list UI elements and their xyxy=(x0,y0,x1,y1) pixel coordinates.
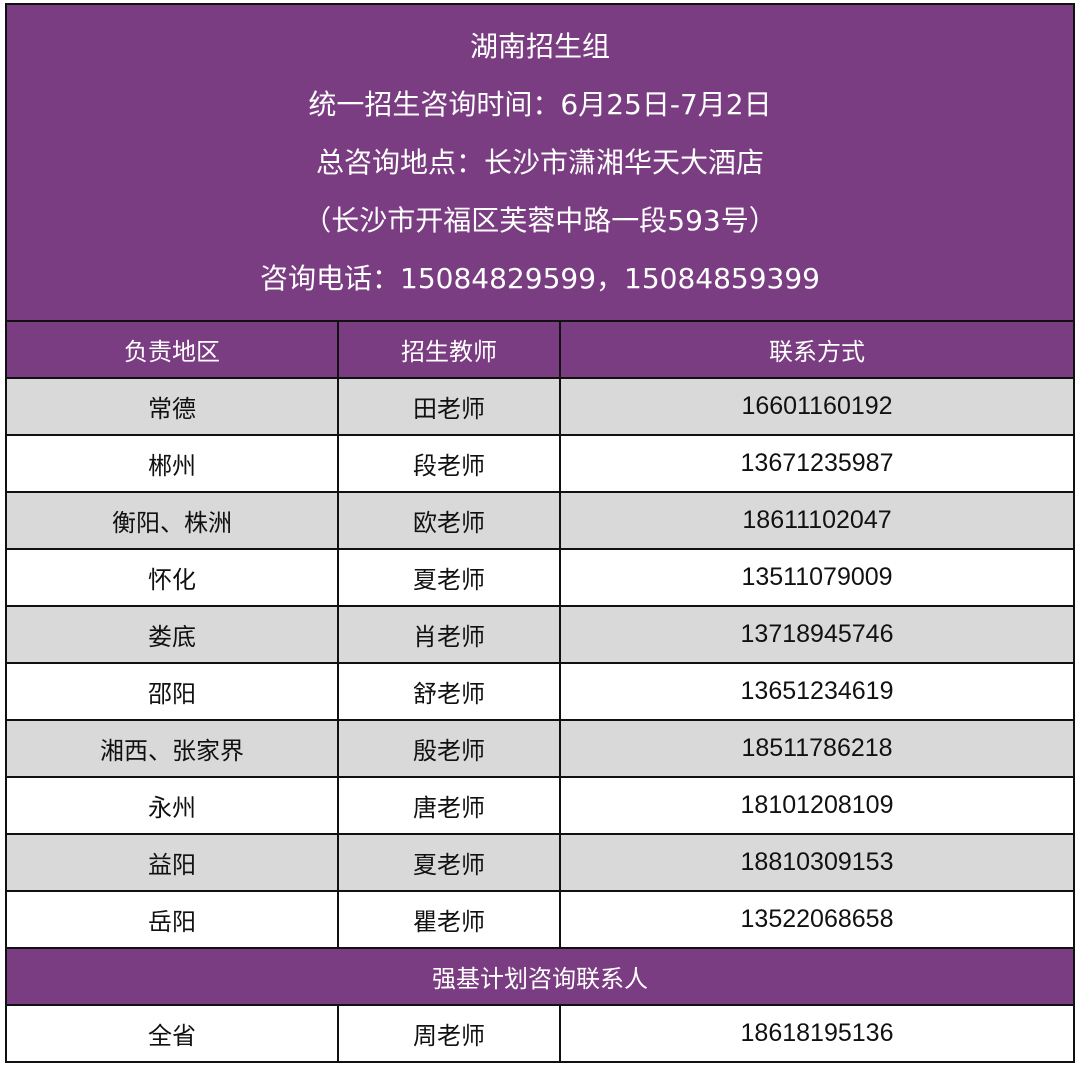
teacher-cell: 舒老师 xyxy=(337,662,561,721)
column-header-region: 负责地区 xyxy=(5,320,339,379)
region-cell: 郴州 xyxy=(5,434,339,493)
phone-cell: 18618195136 xyxy=(558,1004,1076,1063)
teacher-cell: 周老师 xyxy=(337,1004,561,1063)
header-block: 湖南招生组 统一招生咨询时间：6月25日-7月2日 总咨询地点：长沙市潇湘华天大… xyxy=(4,3,1076,322)
table-row: 岳阳 瞿老师 13522068658 xyxy=(5,890,1076,949)
teacher-cell: 夏老师 xyxy=(337,833,561,892)
teacher-cell: 田老师 xyxy=(337,377,561,436)
phone-cell: 13522068658 xyxy=(558,890,1076,949)
teacher-cell: 唐老师 xyxy=(337,776,561,835)
region-cell: 湘西、张家界 xyxy=(5,719,339,778)
table-row: 永州 唐老师 18101208109 xyxy=(5,776,1076,835)
region-cell: 益阳 xyxy=(5,833,339,892)
column-header-contact: 联系方式 xyxy=(558,320,1076,379)
region-cell: 娄底 xyxy=(5,605,339,664)
column-header-row: 负责地区 招生教师 联系方式 xyxy=(5,320,1076,379)
teacher-cell: 段老师 xyxy=(337,434,561,493)
recruitment-table: 湖南招生组 统一招生咨询时间：6月25日-7月2日 总咨询地点：长沙市潇湘华天大… xyxy=(4,3,1076,1063)
teacher-cell: 瞿老师 xyxy=(337,890,561,949)
phone-cell: 18611102047 xyxy=(558,491,1076,550)
table-row: 全省 周老师 18618195136 xyxy=(5,1004,1076,1063)
teacher-cell: 夏老师 xyxy=(337,548,561,607)
header-time: 统一招生咨询时间：6月25日-7月2日 xyxy=(308,87,772,121)
header-phone: 咨询电话：15084829599，15084859399 xyxy=(260,261,820,295)
region-cell: 永州 xyxy=(5,776,339,835)
table-row: 郴州 段老师 13671235987 xyxy=(5,434,1076,493)
header-location: 总咨询地点：长沙市潇湘华天大酒店 xyxy=(316,145,765,179)
table-row: 怀化 夏老师 13511079009 xyxy=(5,548,1076,607)
table-row: 常德 田老师 16601160192 xyxy=(5,377,1076,436)
phone-cell: 13511079009 xyxy=(558,548,1076,607)
region-cell: 全省 xyxy=(5,1004,339,1063)
table-row: 邵阳 舒老师 13651234619 xyxy=(5,662,1076,721)
section-header-row: 强基计划咨询联系人 xyxy=(4,947,1076,1006)
region-cell: 怀化 xyxy=(5,548,339,607)
phone-cell: 18810309153 xyxy=(558,833,1076,892)
region-cell: 邵阳 xyxy=(5,662,339,721)
column-header-teacher: 招生教师 xyxy=(337,320,561,379)
phone-cell: 18101208109 xyxy=(558,776,1076,835)
teacher-cell: 殷老师 xyxy=(337,719,561,778)
phone-cell: 13718945746 xyxy=(558,605,1076,664)
teacher-cell: 欧老师 xyxy=(337,491,561,550)
table-row: 衡阳、株洲 欧老师 18611102047 xyxy=(5,491,1076,550)
table-row: 湘西、张家界 殷老师 18511786218 xyxy=(5,719,1076,778)
phone-cell: 13651234619 xyxy=(558,662,1076,721)
header-title: 湖南招生组 xyxy=(470,29,611,63)
phone-cell: 13671235987 xyxy=(558,434,1076,493)
header-address: （长沙市开福区芙蓉中路一段593号） xyxy=(303,203,777,237)
table-row: 娄底 肖老师 13718945746 xyxy=(5,605,1076,664)
teacher-cell: 肖老师 xyxy=(337,605,561,664)
region-cell: 岳阳 xyxy=(5,890,339,949)
phone-cell: 16601160192 xyxy=(558,377,1076,436)
phone-cell: 18511786218 xyxy=(558,719,1076,778)
region-cell: 衡阳、株洲 xyxy=(5,491,339,550)
region-cell: 常德 xyxy=(5,377,339,436)
table-row: 益阳 夏老师 18810309153 xyxy=(5,833,1076,892)
section-title: 强基计划咨询联系人 xyxy=(4,947,1076,1006)
